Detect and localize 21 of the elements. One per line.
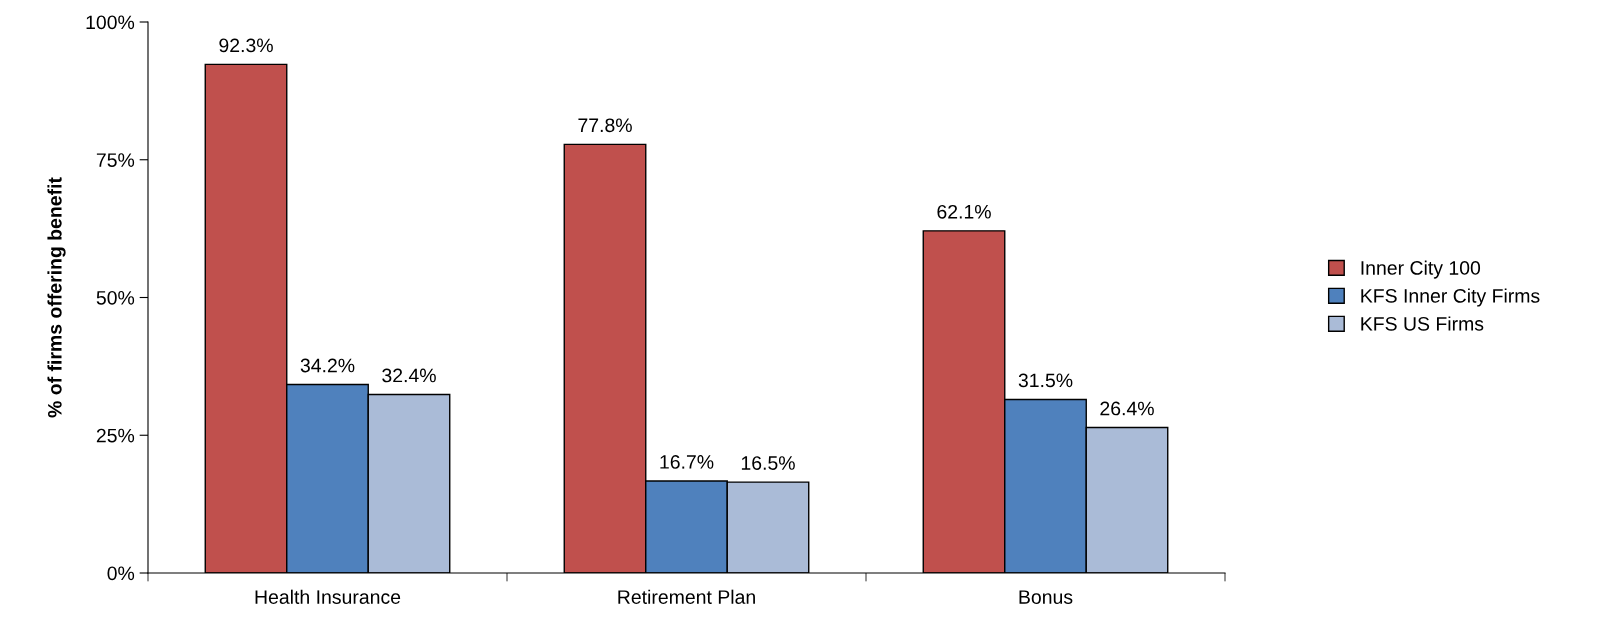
y-tick-label: 0% — [107, 566, 135, 581]
data-label: 32.4% — [382, 368, 436, 383]
y-tick-label: 75% — [96, 153, 135, 167]
y-axis-title: % of firms offering benefit — [47, 177, 66, 418]
legend-label: KFS US Firms — [1361, 316, 1484, 331]
legend-label: Inner City 100 — [1361, 260, 1481, 279]
y-tick-label: 50% — [96, 290, 135, 305]
x-tick-label: Health Insurance — [255, 589, 401, 604]
data-label: 62.1% — [937, 204, 991, 219]
x-tick-label: Retirement Plan — [618, 589, 755, 604]
data-label: 77.8% — [578, 118, 632, 133]
x-tick-label: Bonus — [1019, 590, 1073, 604]
data-label: 16.7% — [660, 455, 714, 469]
data-label: 92.3% — [219, 38, 273, 53]
data-label: 34.2% — [300, 358, 355, 373]
legend-label: KFS Inner City Firms — [1361, 288, 1540, 307]
data-label: 16.5% — [741, 456, 795, 470]
y-tick-label: 100% — [86, 15, 135, 30]
y-tick-label: 25% — [96, 428, 135, 443]
data-label: 26.4% — [1100, 401, 1154, 416]
data-label: 31.5% — [1018, 373, 1073, 388]
